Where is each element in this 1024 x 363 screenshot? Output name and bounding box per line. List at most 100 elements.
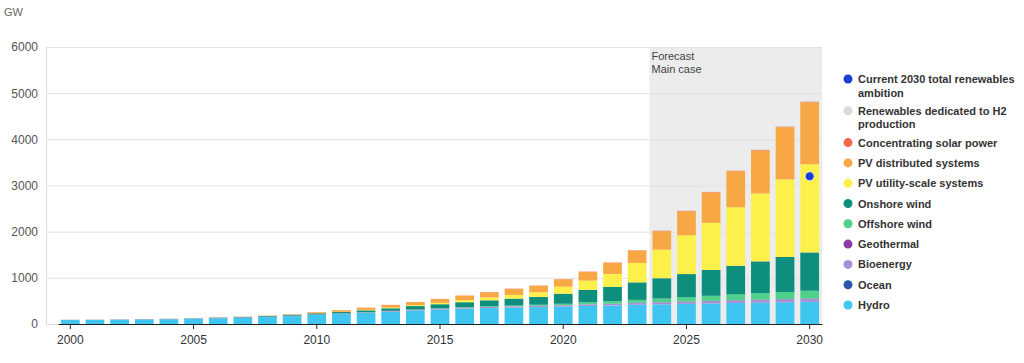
bar — [800, 100, 819, 102]
bar — [751, 149, 770, 151]
bar — [455, 300, 474, 302]
bar — [233, 318, 252, 324]
legend-swatch — [844, 301, 853, 310]
bar — [480, 292, 499, 297]
plot-marks — [61, 101, 819, 324]
bar — [603, 287, 622, 301]
bar — [110, 319, 129, 320]
bar — [628, 250, 647, 262]
bar — [160, 318, 179, 319]
grid-line — [46, 47, 822, 48]
bar — [529, 306, 548, 307]
bar — [381, 308, 400, 311]
bar — [406, 306, 425, 309]
bar — [184, 318, 203, 319]
bar — [135, 319, 154, 320]
legend-swatch — [844, 138, 853, 147]
bar — [160, 319, 179, 320]
bar — [258, 317, 277, 324]
legend: Current 2030 total renewablesambition Ren… — [844, 73, 1015, 311]
y-tick-label: 2000 — [11, 225, 38, 239]
bar — [160, 318, 179, 319]
bar — [209, 317, 228, 318]
chart-container: 0100020003000400050006000200020052010201… — [0, 0, 1024, 363]
bar — [628, 250, 647, 251]
bar — [283, 314, 302, 316]
bar — [110, 319, 129, 320]
grid-line — [46, 186, 822, 187]
annotation: Main case — [651, 63, 701, 75]
bar — [332, 310, 351, 311]
bar — [431, 298, 450, 299]
legend-label: Renewables dedicated to H2production — [858, 105, 1007, 131]
legend-label: Onshore wind — [858, 198, 931, 210]
bar — [110, 319, 129, 320]
bar — [579, 271, 598, 272]
bar — [209, 317, 228, 318]
legend-label: Current 2030 total renewablesambition — [858, 73, 1015, 99]
legend-item: Onshore wind — [844, 198, 932, 210]
bar — [431, 308, 450, 310]
bar — [184, 318, 203, 319]
x-tick: 2020 — [550, 324, 577, 347]
x-tick-line — [563, 324, 564, 329]
bar — [751, 151, 770, 194]
bar — [579, 281, 598, 290]
bar — [455, 295, 474, 296]
legend-item: Renewables dedicated to H2production — [844, 105, 1007, 131]
bar — [110, 319, 129, 320]
bar — [480, 291, 499, 292]
legend-label: Hydro — [858, 299, 890, 311]
bar — [603, 274, 622, 287]
bar — [135, 319, 154, 320]
legend-label: Concentrating solar power — [858, 137, 998, 149]
bar — [283, 314, 302, 315]
bar — [751, 194, 770, 262]
legend-swatch — [844, 75, 853, 84]
bar — [505, 299, 524, 306]
x-tick-label: 2025 — [673, 333, 700, 347]
bar — [776, 126, 795, 128]
bar — [86, 319, 105, 320]
bar — [61, 319, 80, 320]
y-tick-label: 6000 — [11, 40, 38, 54]
chart-svg: 0100020003000400050006000200020052010201… — [0, 0, 1024, 363]
y-tick: 1000 — [11, 271, 822, 285]
bar — [505, 288, 524, 289]
bar — [554, 307, 573, 324]
bar — [86, 319, 105, 320]
bar — [702, 191, 721, 192]
bar — [209, 317, 228, 318]
bar — [480, 298, 499, 301]
y-tick: 2000 — [11, 225, 822, 239]
legend-swatch — [844, 280, 853, 289]
bar — [554, 279, 573, 280]
bar — [603, 262, 622, 263]
bar — [307, 313, 326, 314]
bar — [579, 302, 598, 304]
bar — [406, 301, 425, 302]
bar — [258, 315, 277, 316]
bar — [61, 320, 80, 324]
bar — [751, 261, 770, 293]
x-tick-label: 2010 — [303, 333, 330, 347]
x-tick-label: 2005 — [180, 333, 207, 347]
bar — [406, 310, 425, 311]
legend-item: Ocean — [844, 279, 892, 291]
legend-item: Hydro — [844, 299, 891, 311]
legend-swatch — [844, 260, 853, 269]
bar — [529, 292, 548, 297]
bar — [357, 307, 376, 308]
bar — [800, 302, 819, 324]
bar — [160, 318, 179, 319]
bar — [505, 307, 524, 308]
scatter-series — [805, 172, 814, 181]
legend-item: PV utility-scale systems — [844, 177, 984, 189]
bar — [702, 303, 721, 324]
x-tick: 2000 — [57, 324, 84, 347]
x-tick: 2010 — [303, 324, 330, 347]
bar — [677, 210, 696, 211]
bar — [381, 304, 400, 305]
x-tick-line — [193, 324, 194, 329]
bar — [554, 294, 573, 304]
